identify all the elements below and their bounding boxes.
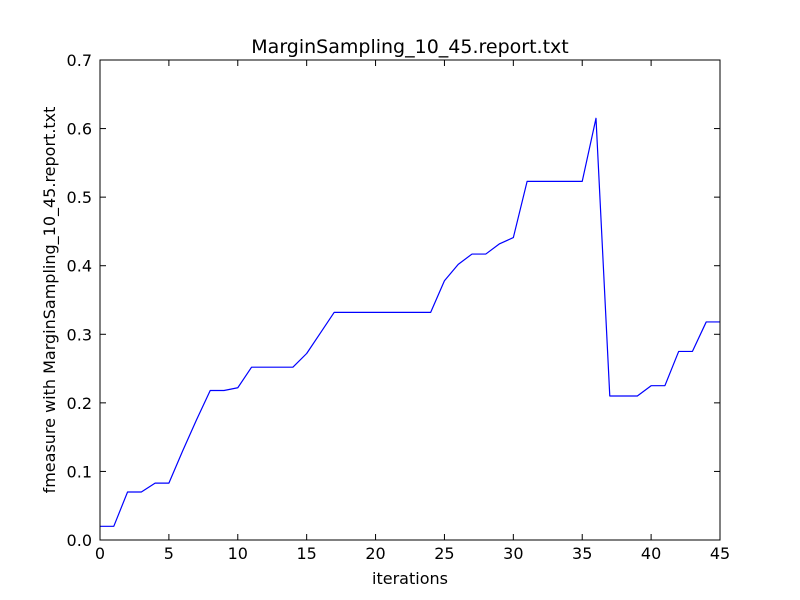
x-tick-label: 5 [164,544,174,563]
x-tick-label: 35 [572,544,592,563]
x-tick-label: 20 [365,544,385,563]
x-tick-label: 40 [641,544,661,563]
x-tick-label: 15 [296,544,316,563]
tick-layer: 0 5 10 15 20 25 30 35 40 45 0.0 0.1 0.2 0.3 0.4 0.5 0.6 0… [67,51,731,563]
plot-frame [99,59,721,541]
y-tick-label: 0.1 [67,462,92,481]
chart-title: MarginSampling_10_45.report.txt [251,36,568,58]
y-tick-label: 0.4 [67,257,92,276]
y-tick-label: 0.0 [67,531,92,550]
y-tick-label: 0.7 [67,51,92,70]
x-tick-label: 45 [710,544,730,563]
x-tick-label: 25 [434,544,454,563]
x-tick-label: 10 [228,544,248,563]
y-tick-label: 0.6 [67,120,92,139]
x-axis-title: iterations [372,569,448,588]
x-tick-label: 30 [503,544,523,563]
series-layer [100,117,720,527]
y-tick-label: 0.2 [67,394,92,413]
y-tick-label: 0.5 [67,188,92,207]
y-tick-label: 0.3 [67,325,92,344]
y-axis-title: fmeasure with MarginSampling_10_45.repor… [40,107,60,494]
series-line [100,117,720,527]
x-tick-label: 0 [95,544,105,563]
